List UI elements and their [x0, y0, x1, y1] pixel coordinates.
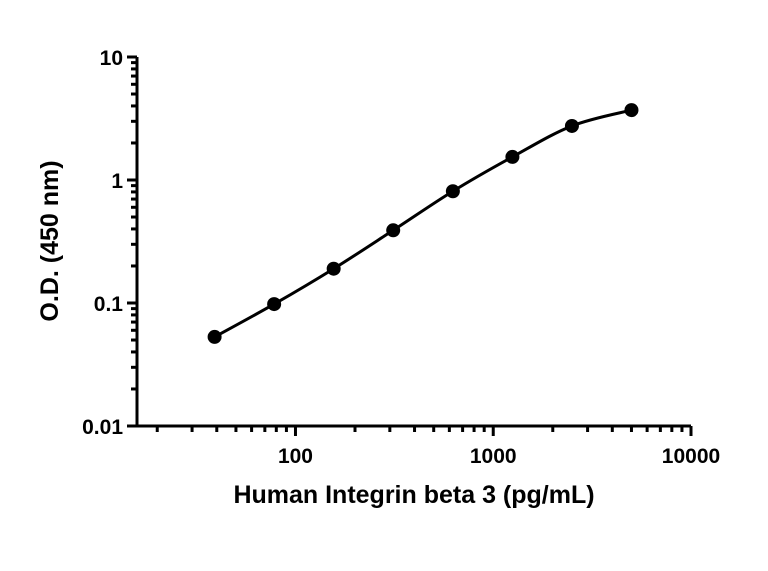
x-tick-label: 1000 — [470, 445, 517, 468]
data-point — [445, 184, 460, 199]
x-axis-title: Human Integrin beta 3 (pg/mL) — [233, 481, 594, 509]
data-point — [505, 149, 520, 164]
x-tick-label: 100 — [278, 445, 313, 468]
x-tick-label: 10000 — [662, 445, 720, 468]
data-point — [564, 118, 579, 133]
data-point — [267, 297, 282, 312]
y-tick-label: 1 — [111, 170, 123, 193]
data-point — [624, 103, 639, 118]
y-axis-title: O.D. (450 nm) — [36, 160, 64, 321]
data-points — [207, 103, 639, 344]
y-tick-label: 10 — [100, 47, 123, 70]
y-tick-label: 0.1 — [94, 293, 124, 316]
data-point — [207, 329, 222, 344]
axes: 0.01 0.1 1 10 100 1000 10000 — [82, 47, 720, 468]
data-point — [326, 261, 341, 276]
y-tick-label: 0.01 — [82, 416, 123, 439]
data-point — [386, 223, 401, 238]
